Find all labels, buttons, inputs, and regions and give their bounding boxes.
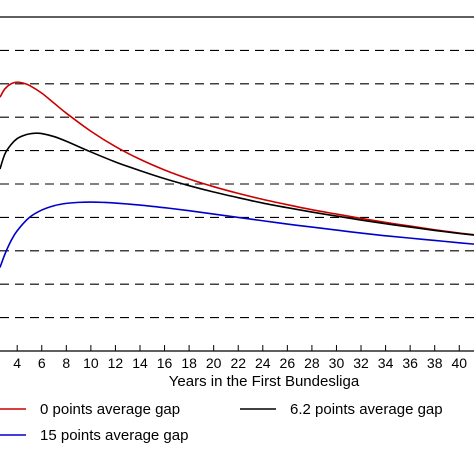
series-line-3	[0, 201, 474, 268]
x-tick-label: 36	[402, 355, 418, 371]
x-tick-label: 34	[378, 355, 394, 371]
x-tick-label: 14	[132, 355, 148, 371]
x-tick-label: 12	[108, 355, 124, 371]
x-tick-label: 32	[353, 355, 369, 371]
x-tick-label: 6	[38, 355, 46, 371]
axes	[0, 16, 474, 352]
x-tick-label: 4	[13, 355, 21, 371]
gridlines	[0, 49, 474, 319]
x-tick-label: 38	[427, 355, 443, 371]
x-axis-ticks: 4 6 8 10 12 14 16 18 20 22 24 26 28 30 32 34 36 38 40	[13, 345, 467, 371]
x-tick-label: 20	[206, 355, 222, 371]
x-tick-label: 8	[62, 355, 70, 371]
x-tick-label: 40	[451, 355, 467, 371]
x-tick-label: 26	[280, 355, 296, 371]
legend-label: 6.2 points average gap	[290, 401, 443, 418]
x-tick-label: 18	[181, 355, 197, 371]
series-lines	[0, 81, 474, 268]
x-axis-title: Years in the First Bundesliga	[169, 373, 360, 390]
series-line-2	[0, 132, 474, 236]
series-line-1	[0, 81, 474, 236]
legend-label: 15 points average gap	[40, 427, 188, 444]
x-tick-label: 22	[230, 355, 246, 371]
x-tick-label: 30	[329, 355, 345, 371]
x-tick-label: 16	[157, 355, 173, 371]
x-tick-label: 28	[304, 355, 320, 371]
legend-label: 0 points average gap	[40, 401, 180, 418]
x-tick-label: 24	[255, 355, 271, 371]
legend: 0 points average gap 6.2 points average g…	[0, 401, 443, 444]
x-tick-label: 10	[83, 355, 99, 371]
